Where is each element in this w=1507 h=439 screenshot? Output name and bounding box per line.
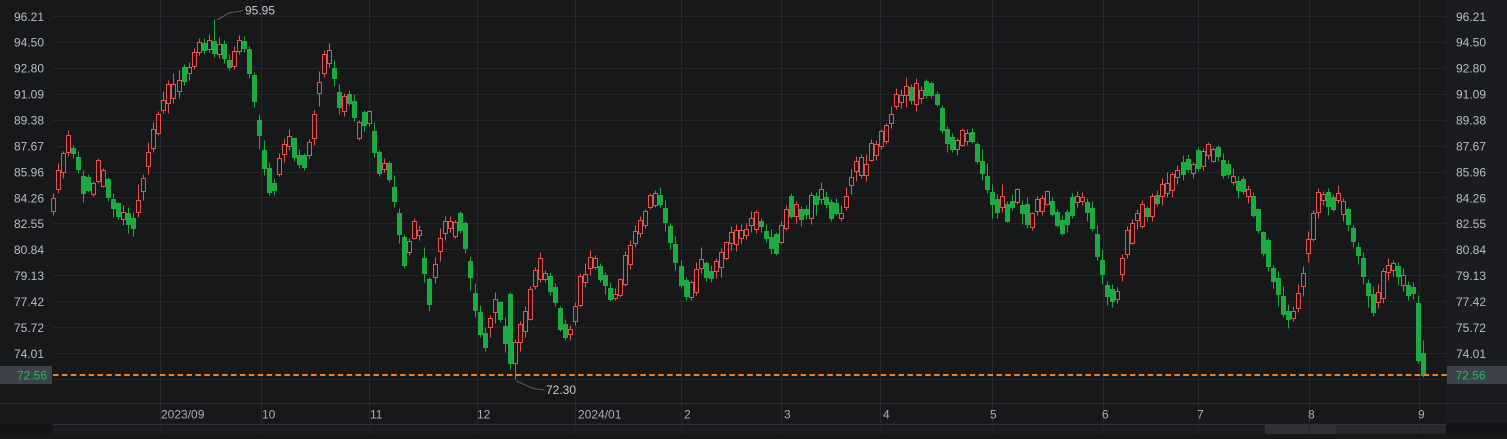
svg-text:87.67: 87.67 <box>14 139 44 153</box>
svg-text:72.30: 72.30 <box>546 383 576 397</box>
svg-text:72.56: 72.56 <box>1456 369 1486 383</box>
svg-text:79.13: 79.13 <box>1456 269 1486 283</box>
svg-text:89.38: 89.38 <box>14 114 44 128</box>
svg-text:9: 9 <box>1418 407 1425 421</box>
svg-text:91.09: 91.09 <box>14 88 44 102</box>
svg-text:12: 12 <box>477 407 491 421</box>
svg-text:77.42: 77.42 <box>1456 295 1486 309</box>
svg-text:85.96: 85.96 <box>1456 165 1486 179</box>
svg-text:10: 10 <box>262 407 276 421</box>
svg-text:82.55: 82.55 <box>1456 217 1486 231</box>
svg-text:82.55: 82.55 <box>14 217 44 231</box>
svg-text:79.13: 79.13 <box>14 269 44 283</box>
svg-text:75.72: 75.72 <box>1456 321 1486 335</box>
svg-text:84.26: 84.26 <box>14 191 44 205</box>
svg-text:96.21: 96.21 <box>14 10 44 24</box>
svg-text:6: 6 <box>1102 407 1109 421</box>
svg-text:94.50: 94.50 <box>1456 36 1486 50</box>
svg-text:2023/09: 2023/09 <box>161 407 205 421</box>
svg-text:77.42: 77.42 <box>14 295 44 309</box>
svg-text:84.26: 84.26 <box>1456 191 1486 205</box>
svg-text:89.38: 89.38 <box>1456 114 1486 128</box>
svg-text:7: 7 <box>1197 407 1204 421</box>
svg-text:3: 3 <box>784 407 791 421</box>
svg-text:75.72: 75.72 <box>14 321 44 335</box>
svg-text:91.09: 91.09 <box>1456 88 1486 102</box>
svg-text:95.95: 95.95 <box>245 4 275 18</box>
svg-text:87.67: 87.67 <box>1456 139 1486 153</box>
svg-text:5: 5 <box>990 407 997 421</box>
svg-text:4: 4 <box>883 407 890 421</box>
svg-text:92.80: 92.80 <box>14 62 44 76</box>
svg-text:92.80: 92.80 <box>1456 62 1486 76</box>
svg-text:96.21: 96.21 <box>1456 10 1486 24</box>
svg-text:2024/01: 2024/01 <box>578 407 622 421</box>
svg-text:94.50: 94.50 <box>14 36 44 50</box>
svg-text:74.01: 74.01 <box>14 347 44 361</box>
svg-text:80.84: 80.84 <box>14 243 44 257</box>
svg-text:8: 8 <box>1308 407 1315 421</box>
svg-text:74.01: 74.01 <box>1456 347 1486 361</box>
svg-text:85.96: 85.96 <box>14 165 44 179</box>
svg-text:80.84: 80.84 <box>1456 243 1486 257</box>
svg-text:2: 2 <box>684 407 691 421</box>
svg-text:11: 11 <box>370 407 383 421</box>
svg-text:72.56: 72.56 <box>17 369 47 383</box>
